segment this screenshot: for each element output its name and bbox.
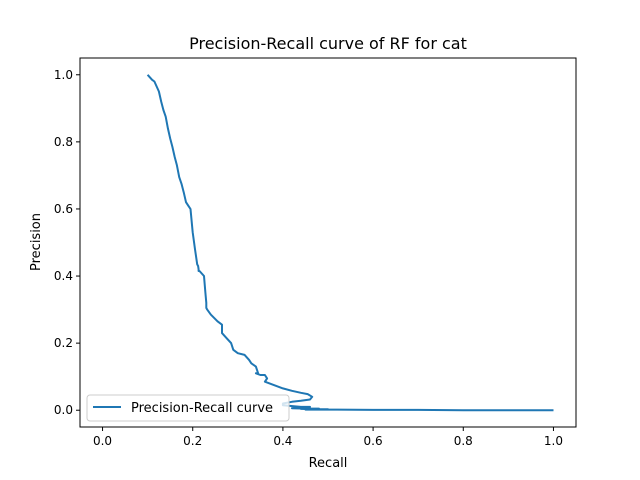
legend-entry-label: Precision-Recall curve (131, 401, 273, 416)
series-line-precision-recall (146, 74, 554, 412)
chart-title: Precision-Recall curve of RF for cat (189, 34, 467, 53)
x-tick-label: 1.0 (544, 434, 563, 448)
y-tick-label: 0.6 (54, 202, 73, 216)
axes-frame (79, 57, 577, 428)
y-tick-label: 0.8 (54, 135, 73, 149)
y-tick-label: 0.0 (54, 403, 73, 417)
plot-area (146, 74, 554, 412)
y-axis-label: Precision (29, 213, 44, 271)
x-tick-label: 0.4 (273, 434, 292, 448)
x-axis-ticks: 0.0 0.2 0.4 0.6 0.8 1.0 (93, 427, 563, 448)
x-tick-label: 0.0 (93, 434, 112, 448)
x-tick-label: 0.6 (364, 434, 383, 448)
y-tick-label: 1.0 (54, 68, 73, 82)
y-tick-label: 0.2 (54, 336, 73, 350)
x-tick-label: 0.8 (454, 434, 473, 448)
x-tick-label: 0.2 (183, 434, 202, 448)
legend-box (86, 394, 290, 422)
x-axis-label: Recall (309, 456, 348, 471)
legend: Precision-Recall curve (86, 394, 290, 422)
y-tick-label: 0.4 (54, 269, 73, 283)
y-axis-ticks: 0.0 0.2 0.4 0.6 0.8 1.0 (54, 68, 80, 417)
